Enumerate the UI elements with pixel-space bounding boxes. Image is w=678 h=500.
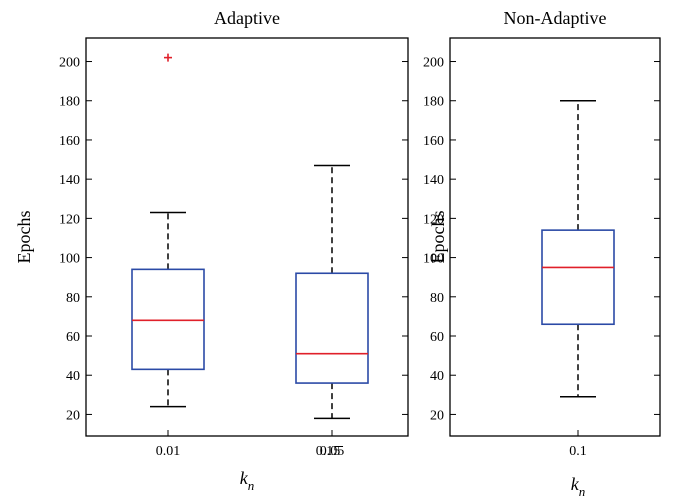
outlier-point bbox=[164, 53, 172, 62]
chart-title: Non-Adaptive bbox=[504, 8, 607, 28]
non-adaptive-panel: Non-Adaptive Epochs kn 20 40 60 80 100 120 140 160… bbox=[423, 8, 661, 499]
x-axis-label-sub: n bbox=[248, 478, 255, 493]
y-tick-label: 120 bbox=[59, 212, 80, 227]
x-tick-label-overprint: 0.15 bbox=[316, 444, 341, 459]
y-tick-label: 80 bbox=[430, 291, 444, 306]
y-tick-label: 20 bbox=[66, 408, 80, 423]
y-tick-label: 160 bbox=[59, 134, 80, 149]
y-tick-label: 40 bbox=[66, 369, 80, 384]
box-iqr bbox=[295, 272, 369, 384]
y-tick-label: 60 bbox=[430, 330, 444, 345]
plot-frame bbox=[449, 37, 661, 437]
y-tick-label: 120 bbox=[423, 212, 444, 227]
y-axis-label: Epochs bbox=[14, 211, 34, 264]
x-tick-label: 0.01 bbox=[156, 444, 181, 459]
x-axis-label-main: k bbox=[240, 468, 249, 488]
x-tick-label: 0.05 bbox=[320, 444, 345, 459]
adaptive-panel: Adaptive Epochs kn 20 40 60 80 100 120 140 160 180 2… bbox=[14, 8, 409, 493]
y-tick-label: 80 bbox=[66, 291, 80, 306]
y-tick-label: 180 bbox=[423, 95, 444, 110]
y-tick-label: 60 bbox=[66, 330, 80, 345]
chart-title: Adaptive bbox=[214, 8, 280, 28]
y-tick-label: 140 bbox=[59, 173, 80, 188]
y-tick-label: 100 bbox=[59, 252, 80, 267]
box-iqr bbox=[541, 229, 615, 326]
y-tick-label: 20 bbox=[430, 408, 444, 423]
plot-frame bbox=[85, 37, 409, 437]
y-axis-label: Epochs bbox=[428, 211, 448, 264]
y-tick-label: 200 bbox=[59, 56, 80, 71]
y-tick-label: 200 bbox=[423, 56, 444, 71]
y-tick-label: 40 bbox=[430, 369, 444, 384]
x-axis-label: kn bbox=[240, 468, 255, 493]
y-tick-label: 100 bbox=[423, 252, 444, 267]
y-tick-label: 160 bbox=[423, 134, 444, 149]
x-axis-label: kn bbox=[571, 474, 586, 499]
x-axis-label-main: k bbox=[571, 474, 580, 494]
x-axis-label-sub: n bbox=[579, 484, 586, 499]
y-tick-label: 180 bbox=[59, 95, 80, 110]
y-tick-label: 140 bbox=[423, 173, 444, 188]
x-tick-label: 0.1 bbox=[569, 444, 587, 459]
box-iqr bbox=[131, 268, 205, 371]
